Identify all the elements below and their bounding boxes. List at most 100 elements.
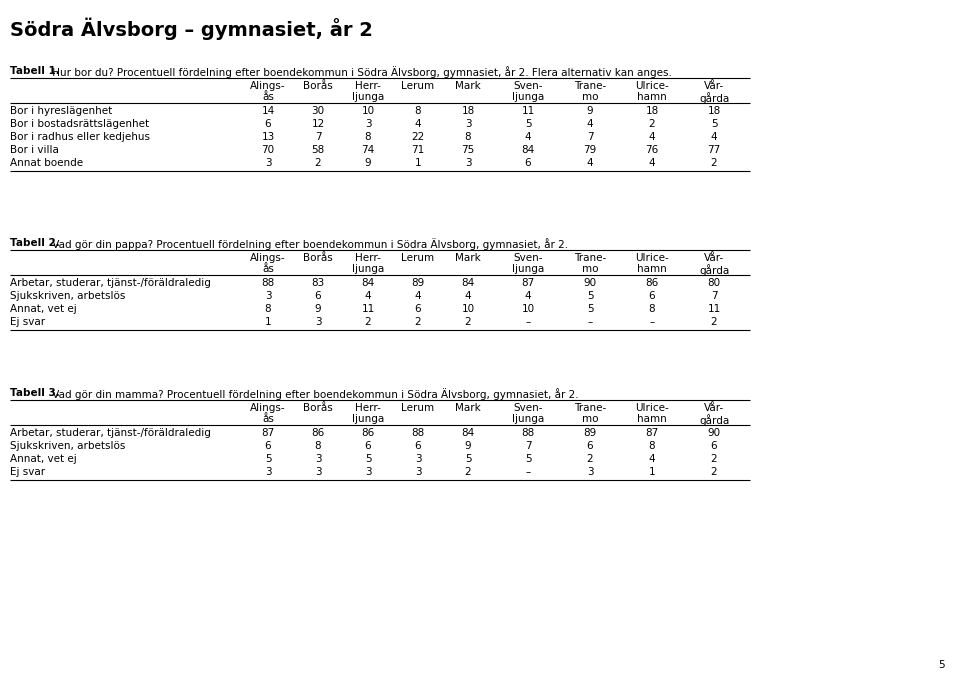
Text: 12: 12	[311, 119, 324, 129]
Text: 5: 5	[525, 454, 531, 464]
Text: 5: 5	[938, 660, 945, 670]
Text: 4: 4	[465, 291, 471, 301]
Text: Trane-: Trane-	[574, 403, 606, 413]
Text: Sjukskriven, arbetslös: Sjukskriven, arbetslös	[10, 291, 126, 301]
Text: 4: 4	[649, 132, 656, 142]
Text: mo: mo	[582, 92, 598, 102]
Text: 79: 79	[584, 145, 596, 155]
Text: 5: 5	[587, 304, 593, 314]
Text: gårda: gårda	[699, 414, 730, 426]
Text: 89: 89	[584, 428, 596, 438]
Text: 7: 7	[525, 441, 531, 451]
Text: Herr-: Herr-	[355, 81, 381, 91]
Text: 88: 88	[412, 428, 424, 438]
Text: –: –	[525, 317, 531, 327]
Text: 7: 7	[315, 132, 322, 142]
Text: 3: 3	[265, 291, 272, 301]
Text: Vad gör din mamma? Procentuell fördelning efter boendekommun i Södra Älvsborg, g: Vad gör din mamma? Procentuell fördelnin…	[49, 388, 578, 400]
Text: 13: 13	[261, 132, 275, 142]
Text: Annat, vet ej: Annat, vet ej	[10, 304, 77, 314]
Text: 10: 10	[361, 106, 374, 116]
Text: 10: 10	[521, 304, 535, 314]
Text: 4: 4	[587, 119, 593, 129]
Text: 6: 6	[415, 304, 421, 314]
Text: 1: 1	[265, 317, 272, 327]
Text: Bor i villa: Bor i villa	[10, 145, 59, 155]
Text: 86: 86	[311, 428, 324, 438]
Text: –: –	[588, 317, 592, 327]
Text: 8: 8	[649, 304, 656, 314]
Text: 83: 83	[311, 278, 324, 288]
Text: 5: 5	[265, 454, 272, 464]
Text: 3: 3	[415, 454, 421, 464]
Text: 3: 3	[465, 119, 471, 129]
Text: 88: 88	[521, 428, 535, 438]
Text: ljunga: ljunga	[352, 414, 384, 424]
Text: 3: 3	[365, 467, 372, 477]
Text: 74: 74	[361, 145, 374, 155]
Text: 3: 3	[415, 467, 421, 477]
Text: 84: 84	[462, 278, 474, 288]
Text: 86: 86	[361, 428, 374, 438]
Text: Ulrice-: Ulrice-	[636, 253, 669, 263]
Text: 6: 6	[415, 441, 421, 451]
Text: 11: 11	[361, 304, 374, 314]
Text: ljunga: ljunga	[512, 414, 544, 424]
Text: 6: 6	[365, 441, 372, 451]
Text: 4: 4	[587, 158, 593, 168]
Text: 75: 75	[462, 145, 474, 155]
Text: Ej svar: Ej svar	[10, 317, 45, 327]
Text: 6: 6	[265, 119, 272, 129]
Text: 5: 5	[365, 454, 372, 464]
Text: Södra Älvsborg – gymnasiet, år 2: Södra Älvsborg – gymnasiet, år 2	[10, 18, 372, 41]
Text: Tabell 3.: Tabell 3.	[10, 388, 60, 398]
Text: 2: 2	[710, 158, 717, 168]
Text: 3: 3	[265, 467, 272, 477]
Text: Ej svar: Ej svar	[10, 467, 45, 477]
Text: 9: 9	[465, 441, 471, 451]
Text: 8: 8	[415, 106, 421, 116]
Text: Arbetar, studerar, tjänst-/föräldraledig: Arbetar, studerar, tjänst-/föräldraledig	[10, 428, 211, 438]
Text: 80: 80	[708, 278, 721, 288]
Text: 6: 6	[265, 441, 272, 451]
Text: Ulrice-: Ulrice-	[636, 81, 669, 91]
Text: 4: 4	[649, 158, 656, 168]
Text: Mark: Mark	[455, 403, 481, 413]
Text: 8: 8	[315, 441, 322, 451]
Text: 87: 87	[645, 428, 659, 438]
Text: ås: ås	[262, 264, 274, 274]
Text: 4: 4	[710, 132, 717, 142]
Text: 9: 9	[365, 158, 372, 168]
Text: 2: 2	[465, 467, 471, 477]
Text: gårda: gårda	[699, 264, 730, 276]
Text: 4: 4	[415, 119, 421, 129]
Text: 14: 14	[261, 106, 275, 116]
Text: gårda: gårda	[699, 92, 730, 104]
Text: 6: 6	[710, 441, 717, 451]
Text: ljunga: ljunga	[352, 264, 384, 274]
Text: Vår-: Vår-	[704, 81, 724, 91]
Text: Borås: Borås	[303, 253, 333, 263]
Text: Alings-: Alings-	[251, 253, 286, 263]
Text: Bor i radhus eller kedjehus: Bor i radhus eller kedjehus	[10, 132, 150, 142]
Text: 4: 4	[525, 132, 531, 142]
Text: Herr-: Herr-	[355, 253, 381, 263]
Text: 11: 11	[521, 106, 535, 116]
Text: 5: 5	[587, 291, 593, 301]
Text: Mark: Mark	[455, 253, 481, 263]
Text: Trane-: Trane-	[574, 253, 606, 263]
Text: 4: 4	[649, 454, 656, 464]
Text: Tabell 1.: Tabell 1.	[10, 66, 60, 76]
Text: 4: 4	[365, 291, 372, 301]
Text: 7: 7	[587, 132, 593, 142]
Text: Mark: Mark	[455, 81, 481, 91]
Text: Borås: Borås	[303, 81, 333, 91]
Text: 18: 18	[708, 106, 721, 116]
Text: 6: 6	[315, 291, 322, 301]
Text: Alings-: Alings-	[251, 81, 286, 91]
Text: Sjukskriven, arbetslös: Sjukskriven, arbetslös	[10, 441, 126, 451]
Text: 5: 5	[525, 119, 531, 129]
Text: ås: ås	[262, 414, 274, 424]
Text: 87: 87	[521, 278, 535, 288]
Text: hamn: hamn	[637, 414, 667, 424]
